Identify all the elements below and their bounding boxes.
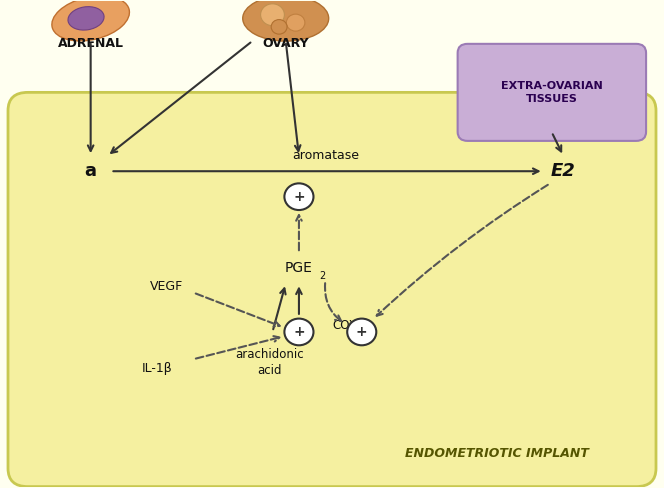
Text: EXTRA-OVARIAN
TISSUES: EXTRA-OVARIAN TISSUES: [501, 81, 602, 104]
FancyBboxPatch shape: [457, 44, 646, 141]
Ellipse shape: [68, 7, 104, 30]
Text: OVARY: OVARY: [262, 38, 309, 50]
Text: ENDOMETRIOTIC IMPLANT: ENDOMETRIOTIC IMPLANT: [405, 447, 589, 460]
Text: E2: E2: [551, 162, 576, 180]
Text: arachidonic
acid: arachidonic acid: [235, 348, 303, 377]
Text: VEGF: VEGF: [150, 280, 183, 293]
Text: +: +: [293, 190, 305, 203]
Text: ADRENAL: ADRENAL: [58, 38, 124, 50]
Text: aromatase: aromatase: [292, 149, 359, 162]
Circle shape: [260, 4, 284, 26]
Ellipse shape: [52, 0, 129, 41]
Text: 2: 2: [319, 270, 325, 281]
Text: PGE: PGE: [285, 261, 313, 275]
Circle shape: [284, 319, 313, 346]
Text: +: +: [293, 325, 305, 339]
Text: IL-1β: IL-1β: [141, 362, 172, 375]
Text: +: +: [356, 325, 368, 339]
Ellipse shape: [243, 0, 329, 41]
Text: a: a: [84, 162, 97, 180]
Circle shape: [286, 14, 305, 31]
Circle shape: [271, 20, 287, 34]
Circle shape: [347, 319, 376, 346]
Circle shape: [284, 183, 313, 210]
FancyBboxPatch shape: [8, 92, 656, 487]
Text: COX-2: COX-2: [332, 319, 368, 332]
